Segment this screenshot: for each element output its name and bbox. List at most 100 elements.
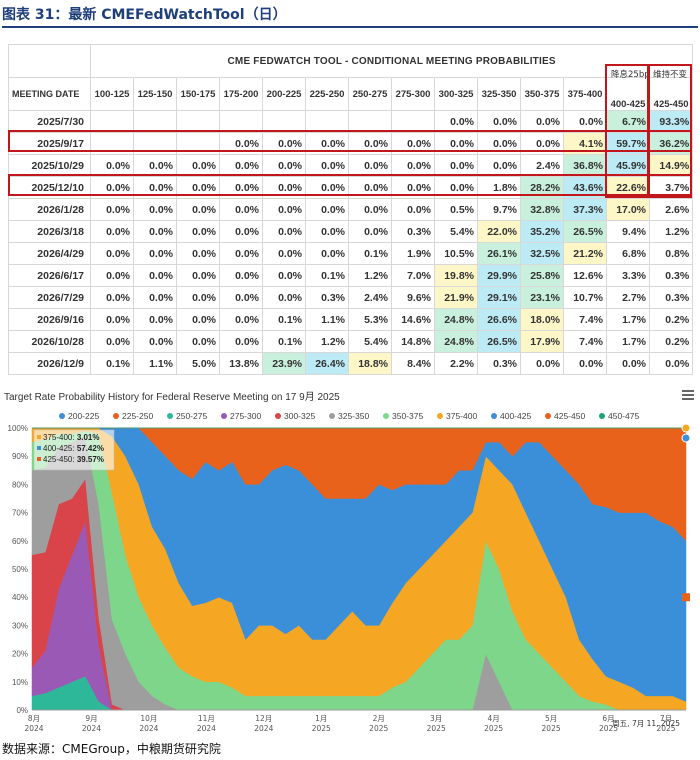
x-tick-month: 7月 bbox=[660, 714, 672, 723]
prob-cell: 21.9% bbox=[434, 286, 478, 309]
legend-marker-225-250[interactable] bbox=[113, 413, 119, 419]
end-marker-400-425 bbox=[681, 433, 691, 443]
table-row: 2026/9/16 0.0% 0.0% 0.0% 0.0% 0.1% 1.1% 5.3% 14.… bbox=[8, 308, 694, 331]
tooltip-label: 400-425: 57.42% bbox=[43, 444, 104, 453]
meeting-date: 2025/9/17 bbox=[8, 132, 91, 155]
table-row: 2025/12/10 0.0% 0.0% 0.0% 0.0% 0.0% 0.0% 0.0% 0.… bbox=[8, 176, 694, 199]
legend-label-300-325[interactable]: 300-325 bbox=[284, 411, 315, 421]
legend-marker-300-325[interactable] bbox=[275, 413, 281, 419]
y-tick-label: 60% bbox=[12, 537, 28, 546]
tooltip-label: 425-450: 39.57% bbox=[43, 455, 104, 464]
legend-label-400-425[interactable]: 400-425 bbox=[500, 411, 531, 421]
tooltip-marker bbox=[37, 435, 41, 439]
prob-cell: 29.1% bbox=[477, 286, 521, 309]
legend-marker-425-450[interactable] bbox=[545, 413, 551, 419]
prob-cell: 0.0% bbox=[606, 352, 650, 375]
col-header-425-450: 425-450 bbox=[648, 77, 694, 111]
prob-cell: 0.0% bbox=[90, 330, 134, 353]
prob-cell: 0.5% bbox=[434, 198, 478, 221]
prob-cell bbox=[176, 110, 220, 133]
prob-cell bbox=[90, 110, 134, 133]
col-header-350-375: 350-375 bbox=[520, 77, 564, 111]
prob-cell: 10.7% bbox=[563, 286, 607, 309]
table-row: 2026/3/18 0.0% 0.0% 0.0% 0.0% 0.0% 0.0% 0.0% 0.3… bbox=[8, 220, 694, 243]
prob-cell: 10.5% bbox=[434, 242, 478, 265]
x-tick-month: 1月 bbox=[315, 714, 327, 723]
x-tick-year: 2025 bbox=[427, 724, 446, 733]
col-header-125-150: 125-150 bbox=[133, 77, 177, 111]
legend-marker-250-275[interactable] bbox=[167, 413, 173, 419]
prob-cell: 0.0% bbox=[176, 286, 220, 309]
prob-cell: 43.6% bbox=[563, 176, 607, 199]
prob-cell: 0.0% bbox=[477, 132, 521, 155]
prob-cell: 7.4% bbox=[563, 308, 607, 331]
prob-cell bbox=[90, 132, 134, 155]
prob-cell: 0.0% bbox=[477, 110, 521, 133]
x-tick-year: 2025 bbox=[369, 724, 388, 733]
meeting-date: 2026/3/18 bbox=[8, 220, 91, 243]
prob-cell: 0.1% bbox=[305, 264, 349, 287]
legend-label-325-350[interactable]: 325-350 bbox=[338, 411, 369, 421]
tooltip-marker bbox=[37, 457, 41, 461]
legend-marker-275-300[interactable] bbox=[221, 413, 227, 419]
prob-cell: 0.1% bbox=[262, 308, 306, 331]
prob-cell: 0.0% bbox=[133, 176, 177, 199]
prob-cell: 26.5% bbox=[563, 220, 607, 243]
legend-label-425-450[interactable]: 425-450 bbox=[554, 411, 585, 421]
legend-marker-400-425[interactable] bbox=[491, 413, 497, 419]
chart-title: Target Rate Probability History for Fede… bbox=[4, 392, 340, 403]
note-cut-25bp: 降息25bp bbox=[611, 70, 650, 80]
legend-marker-200-225[interactable] bbox=[59, 413, 65, 419]
x-tick-month: 5月 bbox=[545, 714, 557, 723]
x-tick-year: 2024 bbox=[24, 724, 43, 733]
legend-label-350-375[interactable]: 350-375 bbox=[392, 411, 423, 421]
prob-cell: 0.0% bbox=[133, 242, 177, 265]
prob-cell: 0.0% bbox=[563, 352, 607, 375]
prob-cell: 0.0% bbox=[176, 154, 220, 177]
prob-cell: 0.0% bbox=[219, 286, 263, 309]
x-tick-year: 2024 bbox=[82, 724, 101, 733]
prob-cell: 0.0% bbox=[434, 110, 478, 133]
table-row: 2026/6/17 0.0% 0.0% 0.0% 0.0% 0.0% 0.1% 1.2% 7.0… bbox=[8, 264, 694, 287]
prob-cell: 35.2% bbox=[520, 220, 564, 243]
legend-marker-350-375[interactable] bbox=[383, 413, 389, 419]
y-tick-label: 80% bbox=[12, 480, 28, 489]
chart-menu-icon[interactable] bbox=[682, 390, 694, 400]
legend-marker-450-475[interactable] bbox=[599, 413, 605, 419]
prob-cell: 0.0% bbox=[133, 198, 177, 221]
col-header-300-325: 300-325 bbox=[434, 77, 478, 111]
meeting-date: 2026/9/16 bbox=[8, 308, 91, 331]
prob-cell: 7.0% bbox=[391, 264, 435, 287]
legend-label-275-300[interactable]: 275-300 bbox=[230, 411, 261, 421]
x-tick-month: 3月 bbox=[430, 714, 442, 723]
x-tick-year: 2025 bbox=[656, 724, 675, 733]
prob-cell: 0.0% bbox=[90, 220, 134, 243]
end-marker-425-450 bbox=[682, 593, 690, 602]
legend-marker-375-400[interactable] bbox=[437, 413, 443, 419]
prob-cell: 0.0% bbox=[219, 264, 263, 287]
legend-marker-325-350[interactable] bbox=[329, 413, 335, 419]
legend-label-225-250[interactable]: 225-250 bbox=[122, 411, 153, 421]
prob-cell: 0.0% bbox=[90, 242, 134, 265]
prob-cell: 2.2% bbox=[434, 352, 478, 375]
prob-cell: 1.7% bbox=[606, 330, 650, 353]
legend-label-375-400[interactable]: 375-400 bbox=[446, 411, 477, 421]
prob-cell: 25.8% bbox=[520, 264, 564, 287]
legend-label-200-225[interactable]: 200-225 bbox=[68, 411, 99, 421]
col-header-400-425: 400-425 bbox=[606, 77, 650, 111]
meeting-date: 2025/12/10 bbox=[8, 176, 91, 199]
prob-cell: 0.0% bbox=[262, 242, 306, 265]
legend-label-450-475[interactable]: 450-475 bbox=[608, 411, 639, 421]
col-header-225-250: 225-250 bbox=[305, 77, 349, 111]
prob-cell: 0.0% bbox=[348, 176, 392, 199]
legend-label-250-275[interactable]: 250-275 bbox=[176, 411, 207, 421]
prob-cell: 0.0% bbox=[90, 286, 134, 309]
x-tick-month: 8月 bbox=[28, 714, 40, 723]
table-row: 2026/10/28 0.0% 0.0% 0.0% 0.0% 0.1% 1.2% 5.4% 14… bbox=[8, 330, 694, 353]
prob-cell: 0.0% bbox=[305, 154, 349, 177]
prob-cell: 0.0% bbox=[434, 154, 478, 177]
prob-cell: 0.0% bbox=[305, 198, 349, 221]
prob-cell: 0.1% bbox=[90, 352, 134, 375]
prob-cell: 0.0% bbox=[219, 176, 263, 199]
prob-cell: 1.1% bbox=[305, 308, 349, 331]
